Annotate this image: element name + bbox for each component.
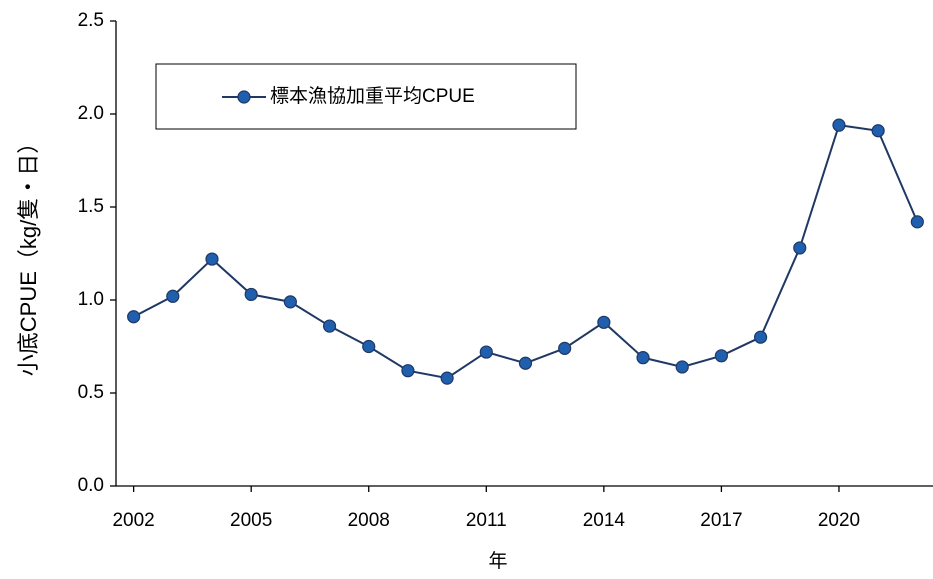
y-tick-label: 2.5 [78, 10, 104, 31]
x-tick-label: 2017 [700, 510, 742, 531]
x-tick-label: 2008 [348, 510, 390, 531]
data-point [518, 356, 533, 370]
data-point [714, 349, 729, 363]
y-tick-label: 2.0 [78, 103, 104, 124]
y-axis-label: 小底CPUE（kg/隻・日） [16, 132, 41, 376]
data-point [362, 339, 376, 354]
data-point [558, 341, 572, 355]
data-point [244, 287, 258, 302]
data-point [166, 289, 180, 303]
y-tick-label: 0.0 [78, 475, 104, 496]
legend-label: 標本漁協加重平均CPUE [270, 85, 475, 107]
data-point [832, 118, 846, 132]
data-point [322, 319, 337, 333]
data-point [440, 371, 454, 385]
data-point [401, 364, 415, 378]
y-tick-label: 0.5 [78, 382, 104, 403]
x-axis-label: 年 [488, 550, 507, 572]
data-point [753, 330, 768, 344]
data-point [597, 315, 611, 329]
data-point [636, 351, 650, 365]
legend-marker [237, 90, 251, 104]
data-point [675, 360, 689, 374]
x-tick-label: 2011 [466, 510, 507, 531]
data-point [205, 252, 219, 266]
x-tick-label: 2005 [230, 510, 272, 531]
x-tick-label: 2020 [818, 510, 860, 531]
x-tick-label: 2002 [112, 510, 154, 531]
data-point [871, 124, 885, 138]
data-point [479, 345, 493, 359]
data-point [793, 241, 807, 255]
data-point [910, 215, 924, 229]
y-tick-label: 1.0 [78, 289, 104, 310]
y-tick-label: 1.5 [78, 196, 104, 217]
x-tick-label: 2014 [583, 510, 626, 531]
data-point [127, 310, 141, 324]
data-point [283, 295, 297, 309]
